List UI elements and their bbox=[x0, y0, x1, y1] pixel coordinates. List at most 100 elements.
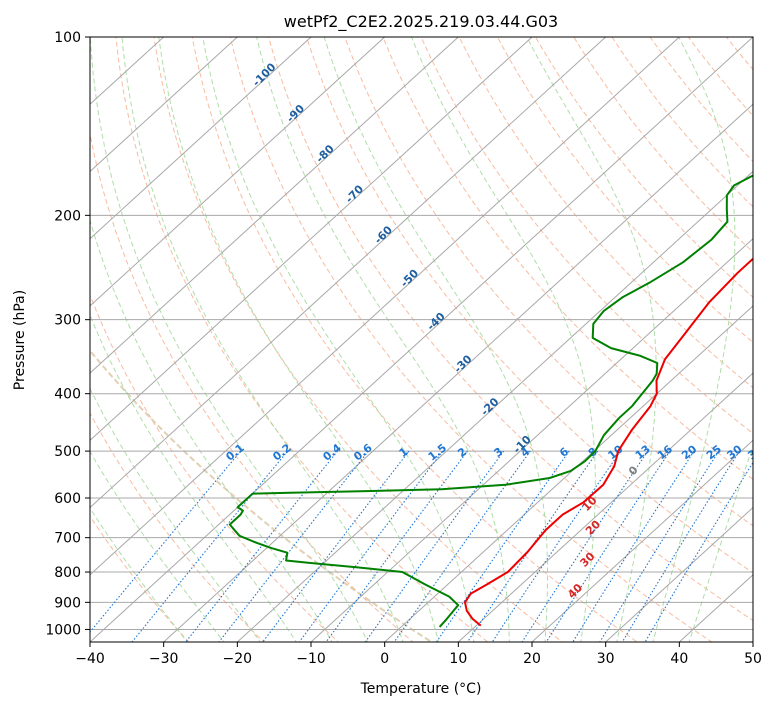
isotherm bbox=[457, 372, 753, 642]
mixing-ratio-line bbox=[325, 450, 468, 642]
moist-adiabat-label: 20 bbox=[583, 518, 603, 538]
isotherm bbox=[310, 237, 753, 642]
pressure-gridlines bbox=[90, 37, 753, 630]
isotherm bbox=[163, 103, 753, 642]
mixing-ratio-label: 0.6 bbox=[351, 441, 375, 463]
mixing-ratio-label: 3 bbox=[492, 445, 506, 460]
dry-adiabats bbox=[90, 10, 775, 645]
dry-adiabat bbox=[153, 37, 564, 642]
isotherm-label: -50 bbox=[398, 267, 421, 290]
isotherm bbox=[236, 170, 753, 642]
dry-adiabat bbox=[90, 293, 340, 642]
y-tick-label: 400 bbox=[54, 387, 81, 403]
dry-adiabat bbox=[535, 37, 753, 298]
isotherm bbox=[90, 37, 312, 240]
isotherm-label: -70 bbox=[343, 182, 366, 205]
moist-adiabat bbox=[90, 507, 188, 642]
isotherm-label: -90 bbox=[284, 102, 307, 125]
dry-adiabat bbox=[573, 37, 753, 253]
mixing-ratio-line bbox=[466, 450, 599, 642]
moist-adiabat bbox=[90, 450, 225, 642]
dry-adiabat bbox=[191, 37, 638, 642]
x-tick-label: −20 bbox=[223, 651, 253, 667]
y-tick-label: 100 bbox=[54, 30, 81, 46]
dewpoint-line bbox=[228, 174, 753, 628]
isotherm-label: -40 bbox=[424, 310, 447, 333]
isotherm-label: -100 bbox=[250, 60, 279, 89]
mixing-ratio-label: 0.1 bbox=[223, 441, 246, 463]
mixing-ratio-label: 6 bbox=[557, 445, 571, 460]
y-tick-label: 300 bbox=[54, 313, 81, 329]
isotherm bbox=[90, 37, 459, 374]
isotherm bbox=[384, 305, 753, 642]
isotherm-label: -60 bbox=[372, 223, 395, 246]
isotherm bbox=[90, 37, 533, 442]
dry-adiabat bbox=[90, 131, 414, 642]
mixing-ratio-label: 36 bbox=[745, 442, 765, 462]
dry-adiabat bbox=[344, 37, 753, 527]
mixing-ratio-line bbox=[90, 450, 242, 633]
moist-adiabat bbox=[90, 37, 369, 642]
temperature-line bbox=[464, 257, 753, 627]
moist-adiabat bbox=[121, 37, 404, 642]
dry-adiabat bbox=[458, 37, 753, 389]
dry-adiabat bbox=[687, 37, 753, 117]
y-tick-label: 600 bbox=[54, 491, 81, 507]
x-tick-label: −10 bbox=[296, 651, 326, 667]
dry-adiabat bbox=[115, 37, 489, 642]
x-tick-label: 0 bbox=[380, 651, 389, 667]
mixing-ratio-line bbox=[218, 450, 369, 642]
isotherm bbox=[605, 506, 753, 642]
dry-adiabat bbox=[306, 37, 753, 574]
moist-adiabat-label: 40 bbox=[565, 581, 585, 601]
x-axis: −40 −30 −20 −10 0 10 20 30 40 50 bbox=[75, 642, 762, 667]
plot-area: 0.1 0.2 0.4 0.6 1 1.5 2 3 4 6 8 10 13 16 20 25 30 36-100-… bbox=[90, 10, 775, 645]
sounding-series bbox=[228, 174, 753, 628]
x-tick-label: 50 bbox=[744, 651, 762, 667]
mixing-ratio-line bbox=[572, 450, 695, 642]
mixing-ratio-label: 1.5 bbox=[426, 441, 449, 463]
moist-adiabat bbox=[90, 387, 261, 642]
x-tick-label: 40 bbox=[670, 651, 688, 667]
isotherm bbox=[752, 641, 753, 642]
mixing-ratio-line bbox=[393, 450, 531, 642]
mixing-ratio-line bbox=[521, 450, 649, 642]
dry-adiabat bbox=[90, 412, 265, 642]
y-tick-label: 500 bbox=[54, 444, 81, 460]
chart-title: wetPf2_C2E2.2025.219.03.44.G03 bbox=[284, 12, 558, 32]
mixing-ratio-line bbox=[298, 450, 444, 642]
mixing-ratio-line bbox=[262, 450, 410, 642]
x-tick-label: 20 bbox=[523, 651, 541, 667]
zero-label: 0 bbox=[626, 463, 641, 478]
x-tick-label: −40 bbox=[75, 651, 105, 667]
isotherm-label: -30 bbox=[451, 352, 474, 375]
mixing-ratio-label: 30 bbox=[725, 442, 745, 462]
x-tick-label: 30 bbox=[597, 651, 615, 667]
moist-adiabat bbox=[688, 443, 753, 642]
y-tick-label: 900 bbox=[54, 595, 81, 611]
mixing-ratio-line bbox=[185, 450, 339, 642]
x-tick-label: −30 bbox=[149, 651, 179, 667]
mixing-ratio-line bbox=[545, 450, 671, 642]
y-axis-label: Pressure (hPa) bbox=[12, 290, 28, 390]
mixing-ratio-label: 2 bbox=[455, 445, 469, 460]
mixing-ratio-label: 0.2 bbox=[270, 441, 293, 463]
dry-adiabat bbox=[496, 37, 753, 344]
mixing-ratio-line bbox=[599, 450, 720, 642]
mixing-ratio-line bbox=[364, 450, 505, 642]
x-axis-label: Temperature (°C) bbox=[360, 681, 482, 697]
y-axis: 100 200 300 400 500 600 700 800 900 1000 bbox=[45, 30, 90, 638]
y-tick-label: 700 bbox=[54, 531, 81, 547]
isotherm bbox=[90, 37, 753, 642]
dry-adiabat bbox=[382, 37, 753, 481]
plot-frame bbox=[89, 36, 754, 643]
dry-adiabat bbox=[611, 37, 753, 208]
mixing-ratio-line bbox=[131, 450, 289, 642]
isotherm bbox=[90, 37, 607, 509]
isotherm bbox=[531, 439, 753, 642]
mixing-ratio-line bbox=[621, 450, 740, 642]
x-tick-label: 10 bbox=[449, 651, 467, 667]
dry-adiabat bbox=[743, 10, 775, 645]
moist-adiabat bbox=[90, 313, 297, 642]
